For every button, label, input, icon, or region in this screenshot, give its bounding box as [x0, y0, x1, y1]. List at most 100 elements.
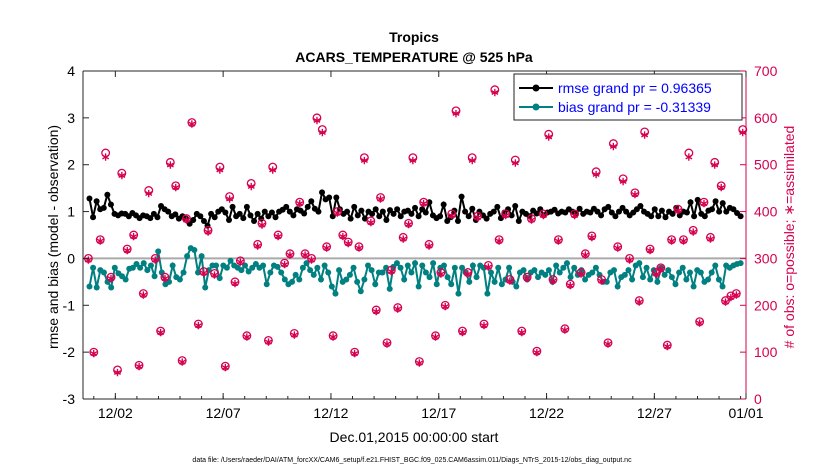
- bias-marker: [621, 271, 628, 278]
- obs-possible-marker: [414, 357, 424, 366]
- bias-marker: [281, 276, 288, 283]
- rmse-marker: [716, 208, 723, 215]
- bias-marker: [227, 257, 234, 264]
- rmse-marker: [154, 214, 161, 221]
- bias-marker: [408, 269, 415, 276]
- obs-possible-marker: [386, 265, 396, 275]
- rmse-marker: [344, 208, 351, 215]
- obs-assimilated-marker: ∗: [441, 301, 450, 313]
- bias-series: [86, 245, 744, 297]
- rmse-marker: [290, 212, 297, 219]
- rmse-marker: [326, 194, 333, 201]
- obs-possible-marker: [199, 267, 209, 276]
- obs-possible-marker: [483, 261, 493, 270]
- obs-assimilated-marker: ∗: [382, 339, 391, 351]
- obs-possible-marker: [510, 155, 520, 165]
- obs-possible-marker: [129, 230, 139, 240]
- obs-assimilated-marker: ∗: [328, 332, 337, 344]
- obs-possible-marker: [253, 239, 263, 249]
- chart-title: Tropics: [389, 29, 439, 45]
- obs-assimilated-marker: ∗: [699, 198, 708, 210]
- rmse-marker: [730, 206, 737, 213]
- rmse-marker: [701, 213, 708, 220]
- obs-assimilated-marker: ∗: [387, 266, 396, 278]
- obs-assimilated-marker: ∗: [264, 336, 273, 348]
- rmse-marker: [211, 214, 218, 221]
- rmse-marker: [576, 205, 583, 212]
- bias-marker: [249, 264, 256, 271]
- obs-assimilated-marker: ∗: [160, 273, 169, 285]
- bias-marker: [111, 264, 118, 271]
- rmse-marker: [265, 213, 272, 220]
- obs-possible-marker: [695, 317, 705, 327]
- rmse-marker: [319, 189, 326, 196]
- obs-assimilated-marker: ∗: [322, 243, 331, 255]
- obs-assimilated-marker: ∗: [338, 231, 347, 243]
- obs-possible-marker: [538, 209, 548, 219]
- obs-possible-marker: [220, 361, 230, 371]
- rmse-marker: [397, 213, 404, 220]
- y-left-tick-label: -1: [63, 297, 76, 313]
- obs-assimilated-marker: ∗: [96, 236, 105, 248]
- obs-possible-marker: [517, 326, 527, 336]
- bias-marker: [560, 264, 567, 271]
- y-right-tick-label: 300: [754, 250, 778, 266]
- obs-possible-marker: [312, 113, 322, 123]
- rmse-marker: [107, 201, 114, 208]
- obs-assimilated-marker: ∗: [344, 238, 353, 250]
- obs-assimilated-marker: ∗: [253, 240, 262, 252]
- obs-assimilated-marker: ∗: [560, 325, 569, 337]
- bias-marker: [697, 269, 704, 276]
- obs-possible-marker: [295, 197, 305, 207]
- obs-possible-marker: [354, 242, 364, 252]
- obs-assimilated-marker: ∗: [307, 254, 316, 266]
- bias-marker: [93, 284, 100, 291]
- obs-assimilated-marker: ∗: [166, 160, 175, 172]
- obs-assimilated-marker: ∗: [721, 297, 730, 309]
- bias-marker: [223, 264, 230, 271]
- bias-marker: [676, 269, 683, 276]
- x-tick-label: 01/01: [728, 405, 763, 421]
- obs-assimilated-marker: ∗: [490, 87, 499, 99]
- obs-assimilated-marker: ∗: [187, 118, 196, 130]
- obs-possible-marker: [144, 186, 154, 195]
- rmse-marker: [361, 215, 368, 222]
- bias-marker: [531, 267, 538, 274]
- legend-bias-marker: [532, 103, 540, 111]
- obs-assimilated-marker: ∗: [635, 297, 644, 309]
- obs-possible-marker: [122, 244, 132, 254]
- rmse-marker: [190, 217, 197, 224]
- bias-marker: [705, 276, 712, 283]
- obs-assimilated-marker: ∗: [732, 290, 741, 302]
- rmse-marker: [723, 208, 730, 215]
- bias-marker: [661, 271, 668, 278]
- obs-assimilated-marker: ∗: [684, 151, 693, 163]
- bias-marker: [683, 276, 690, 283]
- obs-assimilated-marker: ∗: [354, 243, 363, 255]
- bias-marker: [665, 267, 672, 274]
- obs-possible-marker: [117, 168, 127, 178]
- obs-possible-marker: [667, 235, 677, 245]
- obs-assimilated-marker: ∗: [710, 160, 719, 172]
- bias-marker: [151, 273, 158, 280]
- obs-possible-marker: [501, 209, 511, 219]
- rmse-marker: [390, 210, 397, 217]
- obs-assimilated-marker: ∗: [415, 357, 424, 369]
- obs-assimilated-marker: ∗: [523, 273, 532, 285]
- bias-marker: [397, 264, 404, 271]
- obs-assimilated-marker: ∗: [295, 198, 304, 210]
- y-right-tick-label: 200: [754, 297, 778, 313]
- obs-possible-marker: [505, 275, 515, 284]
- obs-assimilated-marker: ∗: [527, 215, 536, 227]
- obs-assimilated-series: ∗∗∗∗∗∗∗∗∗∗∗∗∗∗∗∗∗∗∗∗∗∗∗∗∗∗∗∗∗∗∗∗∗∗∗∗∗∗∗∗…: [84, 87, 748, 379]
- obs-possible-marker: [431, 331, 440, 341]
- obs-assimilated-marker: ∗: [333, 208, 342, 220]
- bias-marker: [365, 262, 372, 269]
- obs-possible-marker: [359, 153, 369, 163]
- bias-marker: [289, 278, 296, 285]
- obs-possible-marker: [242, 331, 252, 341]
- bias-marker: [245, 268, 252, 275]
- obs-possible-marker: [134, 360, 144, 370]
- obs-assimilated-marker: ∗: [656, 264, 665, 276]
- rmse-marker: [608, 209, 615, 216]
